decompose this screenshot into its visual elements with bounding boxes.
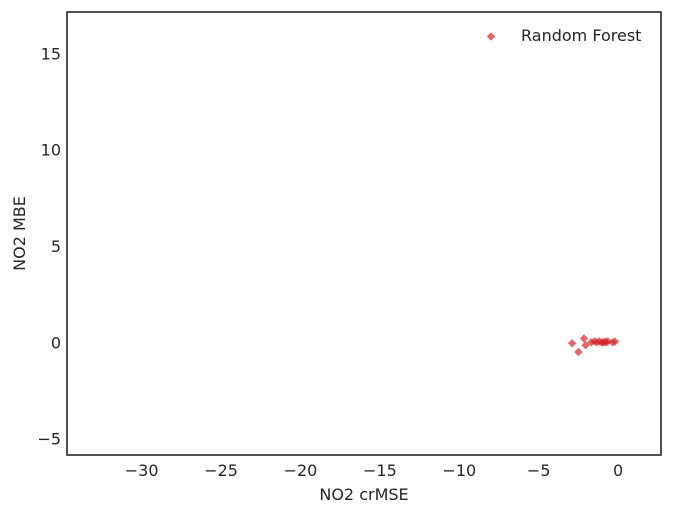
x-tick-label: −30 (125, 461, 159, 480)
x-tick-label: 0 (613, 461, 623, 480)
y-tick-label: 5 (51, 237, 61, 256)
y-tick-label: 10 (41, 141, 61, 160)
x-tick-label: −5 (527, 461, 551, 480)
plot-background (67, 12, 661, 455)
x-tick-label: −25 (204, 461, 238, 480)
y-tick-label: −5 (37, 430, 61, 449)
data-point (603, 337, 612, 346)
data-point (579, 334, 589, 343)
legend-label-random-forest: Random Forest (521, 26, 641, 45)
data-points (567, 334, 620, 357)
data-point (574, 347, 583, 357)
x-tick-label: −20 (284, 461, 318, 480)
data-point (581, 341, 590, 350)
data-point (610, 337, 620, 346)
x-tick-label: −10 (442, 461, 476, 480)
legend-marker-diamond-icon (486, 32, 496, 41)
y-tick-label: 15 (41, 44, 61, 63)
data-point (567, 339, 577, 348)
legend: Random Forest (486, 26, 641, 45)
y-axis-label: NO2 MBE (10, 196, 29, 271)
x-axis-label: NO2 crMSE (319, 485, 408, 504)
y-tick-label: 0 (51, 333, 61, 352)
x-axis-ticks: −30 −25 −20 −15 −10 −5 0 (125, 461, 623, 480)
x-tick-label: −15 (363, 461, 397, 480)
y-axis-ticks: −5 0 5 10 15 (37, 44, 61, 448)
plot-frame (66, 11, 662, 456)
